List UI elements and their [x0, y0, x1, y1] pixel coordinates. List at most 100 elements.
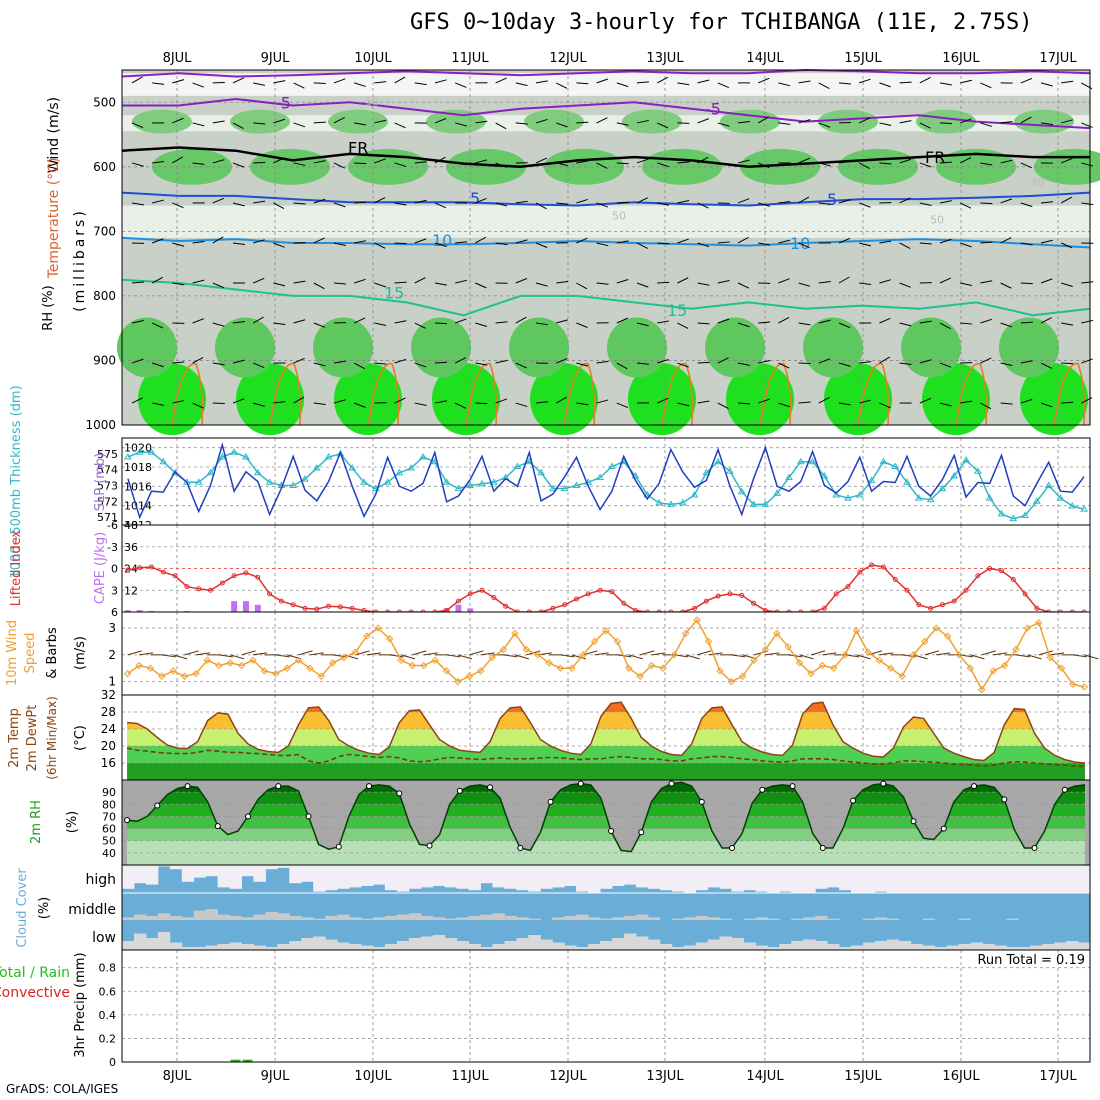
wind-barb	[879, 402, 891, 409]
isotherm-label: 15	[384, 284, 404, 303]
cloud-level-label: middle	[68, 902, 116, 918]
wind-barb	[313, 121, 326, 124]
panel-frame	[121, 69, 1091, 426]
cape-bar	[242, 601, 249, 612]
low-cloud-bar	[205, 945, 219, 950]
wind-barb	[273, 401, 286, 404]
high-cloud-bar	[349, 865, 362, 888]
middle-cloud-bar	[552, 917, 565, 920]
high-cloud-bar	[994, 865, 1007, 893]
cloud-level-label: low	[92, 930, 116, 946]
wind-barb	[778, 402, 790, 408]
wind-barb	[696, 650, 712, 656]
wind-barb	[838, 362, 851, 367]
wind-barb	[576, 402, 589, 406]
li-marker	[939, 602, 945, 608]
wind-barb	[232, 122, 244, 130]
thickness-marker	[348, 464, 357, 471]
wind-marker	[909, 651, 918, 659]
high-cloud-bar	[1042, 865, 1055, 893]
wind-marker	[511, 629, 519, 638]
rh-blob	[132, 109, 192, 134]
wind-marker	[1069, 680, 1077, 688]
li-marker	[550, 605, 556, 611]
low-cloud-bar	[898, 941, 912, 950]
wind-marker	[750, 656, 758, 664]
wind-barb	[980, 318, 992, 324]
y-tick-label-right: 1016	[124, 480, 152, 493]
middle-cloud-bar	[396, 914, 410, 920]
wind-marker	[351, 648, 360, 656]
wind-barb	[919, 162, 932, 168]
wind-barb	[556, 319, 568, 324]
wind-barb	[899, 322, 912, 327]
wind-barb	[737, 362, 750, 366]
middle-cloud-bar	[157, 913, 171, 920]
wind-barb	[495, 242, 508, 246]
li-marker	[573, 596, 579, 602]
rh-marker	[608, 828, 615, 834]
wind-barb	[457, 654, 473, 660]
rh-marker	[275, 783, 282, 790]
low-cloud-bar	[337, 942, 350, 950]
rh-band	[122, 73, 1090, 96]
high-cloud-bar	[982, 865, 995, 893]
high-cloud-bar	[611, 865, 625, 886]
rh-marker	[940, 825, 947, 832]
low-cloud-bar	[982, 944, 995, 950]
wind-barb	[636, 282, 649, 288]
x-tick-label-top: 11JUL	[451, 51, 489, 66]
middle-cloud-bar	[480, 914, 493, 920]
wind-barb	[475, 198, 487, 204]
thickness-marker	[726, 467, 734, 474]
thickness-marker	[395, 468, 404, 476]
wind-barb	[980, 241, 993, 244]
wind-barb	[514, 654, 530, 660]
y-tick-label: 1	[108, 675, 116, 689]
low-cloud-bar	[456, 941, 470, 950]
thickness-marker	[773, 489, 782, 496]
wind-barb	[697, 242, 710, 248]
wind-barb	[697, 156, 709, 164]
wind-barb	[685, 654, 700, 660]
x-tick-label-bottom: 13JUL	[646, 1069, 684, 1084]
rh-marker	[335, 843, 342, 850]
wind-marker	[1046, 653, 1054, 662]
ylabel-millibars: (millibars)	[72, 208, 88, 312]
wind-barb	[810, 650, 826, 656]
middle-cloud-bar	[635, 914, 649, 920]
thickness-marker	[950, 471, 959, 479]
middle-cloud-bar	[122, 917, 135, 920]
wind-barb	[677, 82, 690, 86]
wind-marker	[761, 645, 770, 654]
high-cloud-bar	[707, 865, 721, 888]
isotherm-line	[121, 68, 1091, 78]
thickness-marker	[820, 471, 829, 479]
rh-blob	[916, 109, 976, 134]
wind-barb	[899, 282, 911, 288]
ylabel-wind-b: Speed	[23, 633, 38, 674]
li-marker	[255, 574, 261, 580]
high-cloud-bar	[408, 865, 422, 889]
wind-barb	[737, 402, 751, 405]
wind-barb	[556, 280, 569, 284]
wind-barb	[1081, 202, 1094, 206]
wind-barb	[1000, 121, 1013, 124]
wind-barb	[394, 76, 406, 84]
rh-blob	[432, 363, 500, 436]
wind-barb	[778, 362, 790, 369]
rh-marker	[729, 845, 736, 851]
wind-marker	[317, 672, 326, 680]
dewpoint-line	[126, 747, 1086, 768]
wind-barb	[354, 402, 366, 408]
thickness-marker	[135, 448, 144, 455]
rh-label: 30	[1030, 176, 1044, 189]
wind-barb	[1040, 201, 1053, 204]
wind-barb	[677, 161, 690, 164]
rh-blob	[152, 148, 232, 185]
wind-barb	[939, 402, 952, 407]
wind-barb	[412, 650, 427, 656]
low-cloud-bar	[301, 938, 314, 950]
y-tick-label-left: 572	[97, 495, 118, 508]
wind-barb	[939, 82, 952, 86]
